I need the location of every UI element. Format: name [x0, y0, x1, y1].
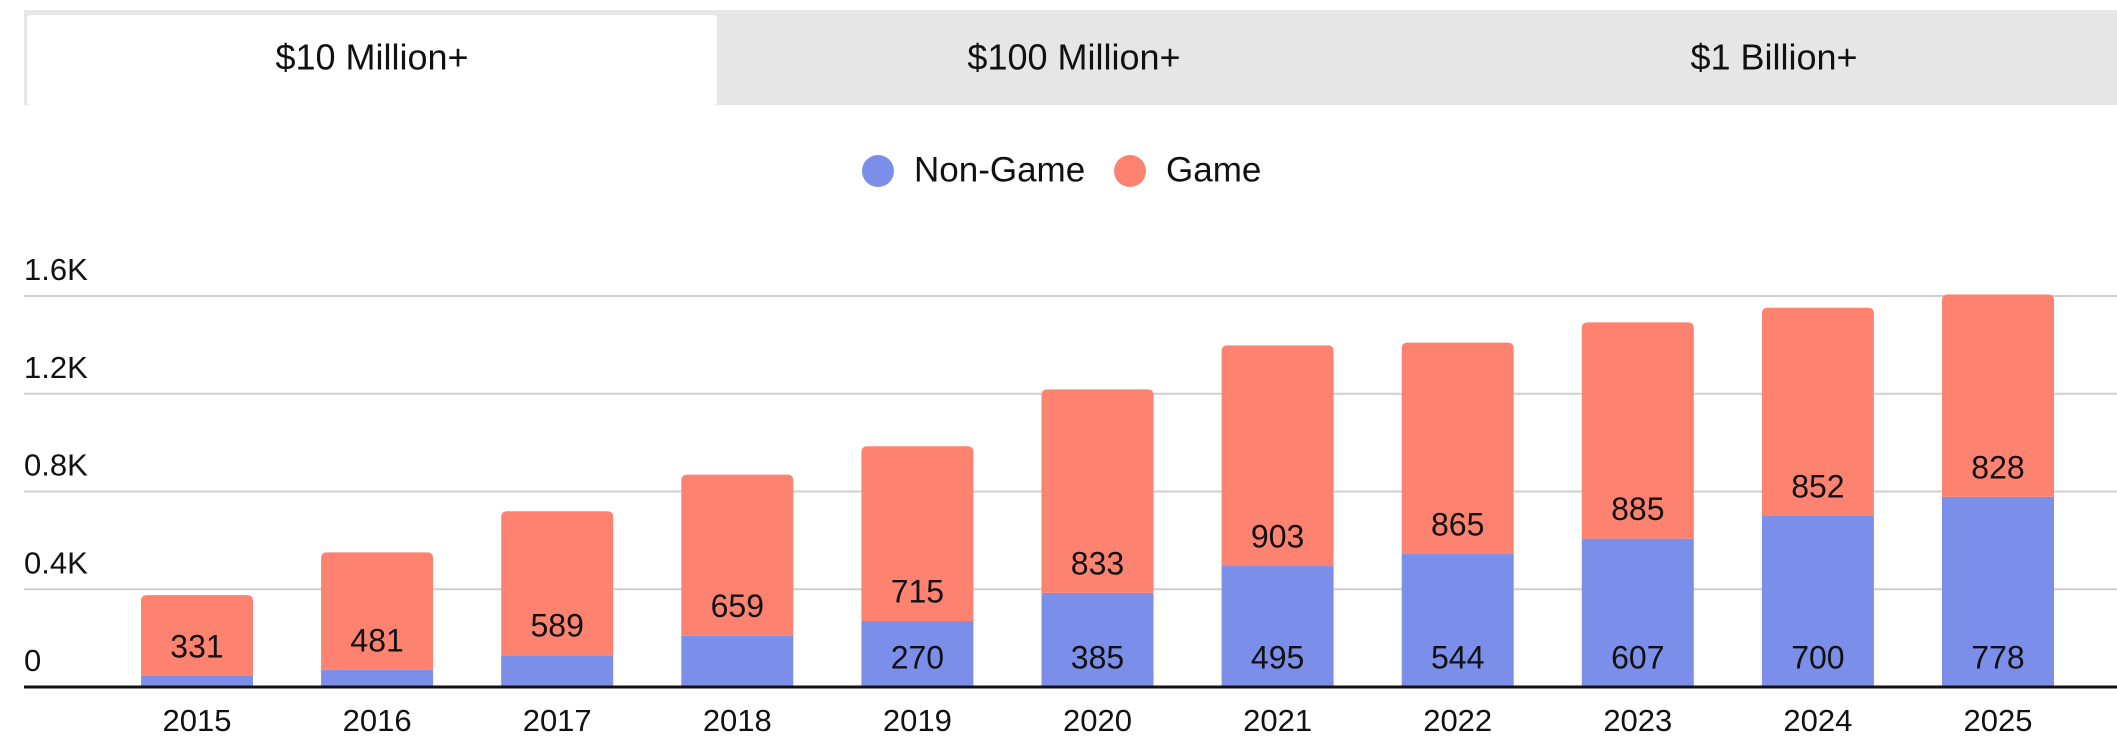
y-tick-label: 1.2K: [24, 350, 88, 385]
data-label: 495: [1251, 639, 1304, 675]
tab-label[interactable]: $100 Million+: [967, 37, 1180, 78]
legend-marker: [1114, 155, 1146, 187]
y-tick-label: 0.8K: [24, 448, 88, 483]
tab-label[interactable]: $10 Million+: [275, 37, 468, 78]
bar-segment: [141, 676, 253, 687]
bar-segment: [1041, 389, 1154, 593]
x-tick-label: 2018: [703, 703, 772, 738]
bar-segment: [1041, 592, 1154, 687]
bar-segment: [1221, 345, 1334, 567]
x-tick-label: 2022: [1423, 703, 1492, 738]
data-label: 700: [1791, 639, 1844, 675]
legend-marker: [862, 155, 894, 187]
legend-label: Game: [1166, 150, 1261, 189]
bar-segment: [321, 552, 434, 670]
bar-segment: [501, 655, 614, 687]
data-label: 833: [1071, 545, 1124, 581]
x-tick-label: 2021: [1243, 703, 1312, 738]
bar-segment: [681, 474, 794, 636]
data-label: 270: [891, 639, 944, 675]
x-tick-label: 2024: [1783, 703, 1852, 738]
legend-label: Non-Game: [914, 150, 1085, 189]
bar-segment: [141, 595, 253, 677]
tab-active[interactable]: [27, 15, 717, 105]
bar-segment: [1761, 515, 1874, 687]
y-tick-label: 1.6K: [24, 252, 88, 287]
x-tick-label: 2020: [1063, 703, 1132, 738]
bar-segment: [1761, 307, 1874, 516]
data-label: 589: [531, 608, 584, 644]
bar-segment: [1401, 342, 1514, 555]
x-tick-label: 2015: [163, 703, 232, 738]
bar-segment: [861, 446, 974, 622]
data-label: 852: [1791, 468, 1844, 504]
y-tick-label: 0.4K: [24, 545, 88, 580]
bar-segment: [1581, 322, 1694, 539]
data-label: 885: [1611, 491, 1664, 527]
tab-label[interactable]: $1 Billion+: [1690, 37, 1857, 78]
x-tick-label: 2023: [1603, 703, 1672, 738]
x-tick-label: 2016: [343, 703, 412, 738]
bar-segment: [681, 635, 794, 687]
data-label: 607: [1611, 639, 1664, 675]
x-tick-label: 2017: [523, 703, 592, 738]
bar-segment: [321, 669, 434, 687]
data-label: 481: [350, 622, 403, 658]
bar-segment: [1401, 554, 1514, 687]
data-label: 331: [170, 628, 223, 664]
bar-segment: [501, 511, 614, 656]
data-label: 544: [1431, 639, 1484, 675]
data-label: 659: [711, 588, 764, 624]
y-tick-label: 0: [24, 643, 41, 678]
bar-segment: [1942, 294, 2054, 497]
data-label: 865: [1431, 507, 1484, 543]
bar-segment: [861, 621, 974, 687]
data-label: 715: [891, 573, 944, 609]
x-tick-label: 2019: [883, 703, 952, 738]
bar-segment: [1221, 566, 1334, 687]
data-label: 828: [1971, 449, 2024, 485]
data-label: 903: [1251, 518, 1304, 554]
bar-segment: [1581, 538, 1694, 687]
data-label: 385: [1071, 639, 1124, 675]
x-tick-label: 2025: [1964, 703, 2033, 738]
data-label: 778: [1971, 639, 2024, 675]
bar-segment: [1942, 496, 2054, 687]
